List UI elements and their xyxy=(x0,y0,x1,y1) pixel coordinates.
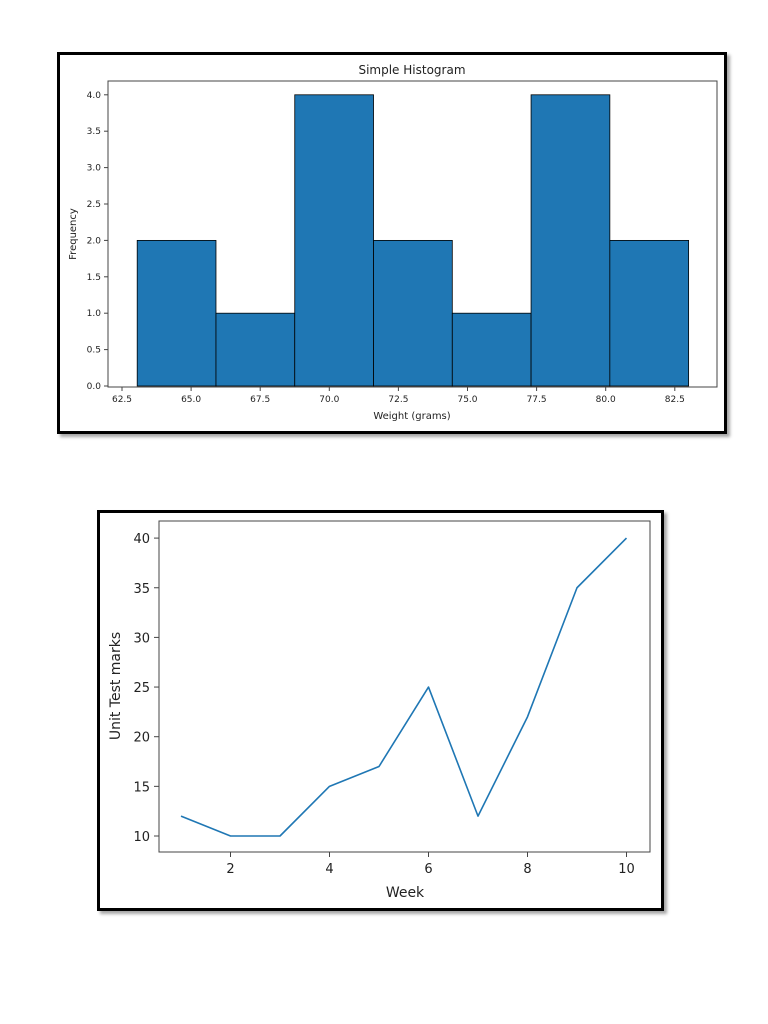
line-chart-y-axis: 10 15 20 25 30 35 40 xyxy=(133,532,159,845)
x-tick-label: 80.0 xyxy=(596,395,616,405)
x-tick-label: 10 xyxy=(618,862,635,877)
y-tick-label: 15 xyxy=(133,780,150,795)
y-tick-label: 0.0 xyxy=(87,382,102,392)
x-tick-label: 67.5 xyxy=(250,395,270,405)
x-tick-label: 72.5 xyxy=(388,395,408,405)
y-tick-label: 40 xyxy=(133,532,150,547)
y-tick-label: 2.0 xyxy=(87,236,102,246)
histogram-x-label: Weight (grams) xyxy=(373,411,450,422)
x-tick-label: 8 xyxy=(523,862,531,877)
x-tick-label: 70.0 xyxy=(319,395,339,405)
x-tick-label: 6 xyxy=(424,862,432,877)
histogram-bar xyxy=(530,94,611,387)
histogram-bar xyxy=(609,239,690,387)
line-chart-figure xyxy=(97,510,664,911)
y-tick-label: 0.5 xyxy=(87,346,101,356)
y-tick-label: 35 xyxy=(133,582,150,597)
x-tick-label: 2 xyxy=(226,862,234,877)
y-tick-label: 30 xyxy=(133,631,150,646)
marks-line-series xyxy=(180,537,628,837)
histogram-x-axis: 62.5 65.0 67.5 70.0 72.5 75.0 77.5 80.0 82.5 xyxy=(112,387,685,405)
y-tick-label: 4.0 xyxy=(87,91,102,101)
x-tick-label: 4 xyxy=(325,862,333,877)
y-tick-label: 20 xyxy=(133,731,150,746)
x-tick-label: 62.5 xyxy=(112,395,132,405)
y-tick-label: 1.0 xyxy=(87,309,102,319)
line-chart-x-label: Week xyxy=(386,885,425,901)
x-tick-label: 82.5 xyxy=(665,395,685,405)
x-tick-label: 75.0 xyxy=(457,395,477,405)
x-tick-label: 65.0 xyxy=(181,395,201,405)
y-tick-label: 10 xyxy=(133,830,150,845)
line-chart-plot-area xyxy=(158,520,651,853)
histogram-y-axis: 0.0 0.5 1.0 1.5 2.0 2.5 3.0 3.5 4.0 xyxy=(87,91,108,392)
histogram-title: Simple Histogram xyxy=(358,63,465,77)
y-tick-label: 25 xyxy=(133,681,150,696)
y-tick-label: 1.5 xyxy=(87,273,101,283)
y-tick-label: 2.5 xyxy=(87,200,101,210)
histogram-bars xyxy=(136,94,690,387)
histogram-bar xyxy=(451,312,532,387)
histogram-bar xyxy=(294,94,374,387)
y-tick-label: 3.0 xyxy=(87,164,102,174)
line-chart-x-axis: 2 4 6 8 10 xyxy=(226,852,635,877)
histogram-y-label: Frequency xyxy=(68,208,79,260)
y-tick-label: 3.5 xyxy=(87,127,101,137)
line-chart-y-label: Unit Test marks xyxy=(108,632,124,740)
histogram-bar xyxy=(373,239,453,387)
histogram-plot-area xyxy=(107,80,718,388)
x-tick-label: 77.5 xyxy=(527,395,547,405)
